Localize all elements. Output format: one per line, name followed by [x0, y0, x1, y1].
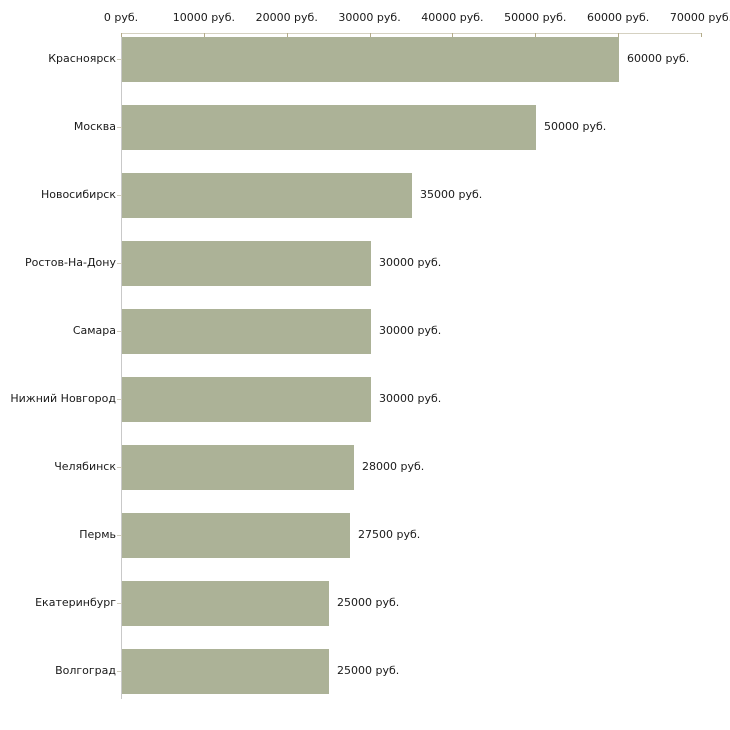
x-axis-tick-label: 30000 руб. — [338, 11, 401, 24]
value-label: 30000 руб. — [379, 392, 442, 405]
value-label: 30000 руб. — [379, 324, 442, 337]
x-axis-tick-mark — [701, 33, 702, 37]
value-label: 35000 руб. — [420, 188, 483, 201]
category-label: Челябинск — [54, 460, 116, 473]
bar — [122, 377, 371, 422]
bar — [122, 105, 536, 150]
value-label: 25000 руб. — [337, 596, 400, 609]
x-axis-tick-label: 50000 руб. — [504, 11, 567, 24]
bar — [122, 173, 412, 218]
bar — [122, 513, 350, 558]
bar — [122, 309, 371, 354]
y-axis-tick-mark — [117, 467, 122, 468]
x-axis-tick-label: 0 руб. — [103, 11, 139, 24]
x-axis-tick-mark — [452, 33, 454, 37]
category-label: Екатеринбург — [35, 596, 116, 609]
bar — [122, 649, 329, 694]
category-label: Пермь — [79, 528, 116, 541]
category-label: Самара — [72, 324, 116, 337]
x-axis-tick-mark — [203, 33, 205, 37]
value-label: 30000 руб. — [379, 256, 442, 269]
y-axis-tick-mark — [117, 399, 122, 400]
x-axis-tick-mark — [121, 33, 122, 37]
category-label: Красноярск — [48, 52, 116, 65]
bar — [122, 37, 619, 82]
category-label: Новосибирск — [40, 188, 116, 201]
x-axis-tick-mark — [369, 33, 371, 37]
x-axis-tick-mark — [618, 33, 620, 37]
x-axis-tick-mark — [286, 33, 288, 37]
x-axis-tick-label: 40000 руб. — [421, 11, 484, 24]
category-label: Москва — [73, 120, 116, 133]
value-label: 28000 руб. — [362, 460, 425, 473]
x-axis-tick-mark — [535, 33, 537, 37]
y-axis-tick-mark — [117, 127, 122, 128]
y-axis-tick-mark — [117, 331, 122, 332]
x-axis-tick-label: 60000 руб. — [587, 11, 650, 24]
value-label: 27500 руб. — [358, 528, 421, 541]
y-axis-tick-mark — [117, 59, 122, 60]
value-label: 25000 руб. — [337, 664, 400, 677]
y-axis-tick-mark — [117, 535, 122, 536]
x-axis-tick-label: 10000 руб. — [172, 11, 235, 24]
bar — [122, 581, 329, 626]
category-label: Нижний Новгород — [10, 392, 116, 405]
bar — [122, 241, 371, 286]
y-axis-tick-mark — [117, 263, 122, 264]
y-axis-line — [121, 33, 122, 699]
value-label: 50000 руб. — [544, 120, 607, 133]
category-label: Волгоград — [55, 664, 116, 677]
y-axis-tick-mark — [117, 603, 122, 604]
bar — [122, 445, 354, 490]
value-label: 60000 руб. — [627, 52, 690, 65]
y-axis-tick-mark — [117, 195, 122, 196]
category-label: Ростов-На-Дону — [24, 256, 116, 269]
x-axis-line — [121, 33, 701, 34]
x-axis-tick-label: 20000 руб. — [255, 11, 318, 24]
x-axis-tick-label: 70000 руб. — [669, 11, 730, 24]
y-axis-tick-mark — [117, 671, 122, 672]
